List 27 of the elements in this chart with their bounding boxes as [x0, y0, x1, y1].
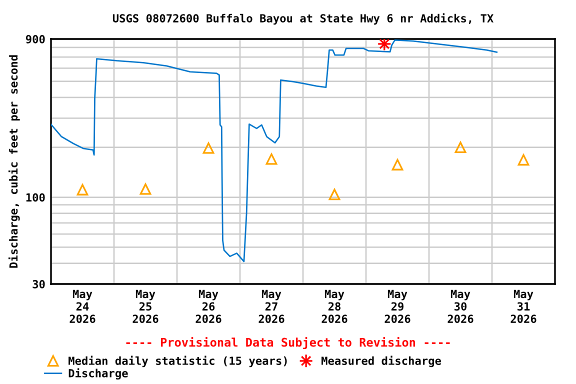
x-tick-label: May 30 2026: [448, 290, 474, 324]
x-tick-label: May 29 2026: [384, 290, 410, 324]
legend-label: Discharge: [68, 368, 128, 380]
point: [392, 159, 404, 170]
point: [140, 183, 152, 195]
text: ---- Provisional Data Subject to Revision ----: [126, 336, 450, 350]
y-tick-label: 30: [32, 280, 45, 288]
point: [454, 142, 466, 154]
x-tick-label: May 25 2026: [132, 290, 158, 324]
point: [76, 184, 88, 196]
x-tick-label: May 28 2026: [322, 290, 348, 324]
x-tick-label: May 26 2026: [196, 290, 222, 324]
y-axis-title: Discharge, cubic feet per second: [8, 55, 20, 268]
point: [518, 154, 530, 166]
x-tick-label: May 24 2026: [70, 290, 96, 324]
point: [266, 153, 278, 165]
point: [328, 188, 340, 200]
legend-label: Median daily statistic (15 years): [68, 356, 287, 368]
line-series: [51, 39, 498, 262]
y-tick-label: 100: [26, 193, 45, 202]
chart-title: USGS 08072600 Buffalo Bayou at State Hwy 6 nr Addicks, TX: [112, 13, 494, 25]
point: [202, 142, 214, 154]
x-tick-label: May 27 2026: [258, 290, 284, 324]
legend-label: Measured discharge: [322, 356, 442, 368]
point: [377, 39, 392, 52]
y-tick-label: 900: [26, 34, 45, 44]
x-tick-label: May 31 2026: [510, 290, 536, 324]
